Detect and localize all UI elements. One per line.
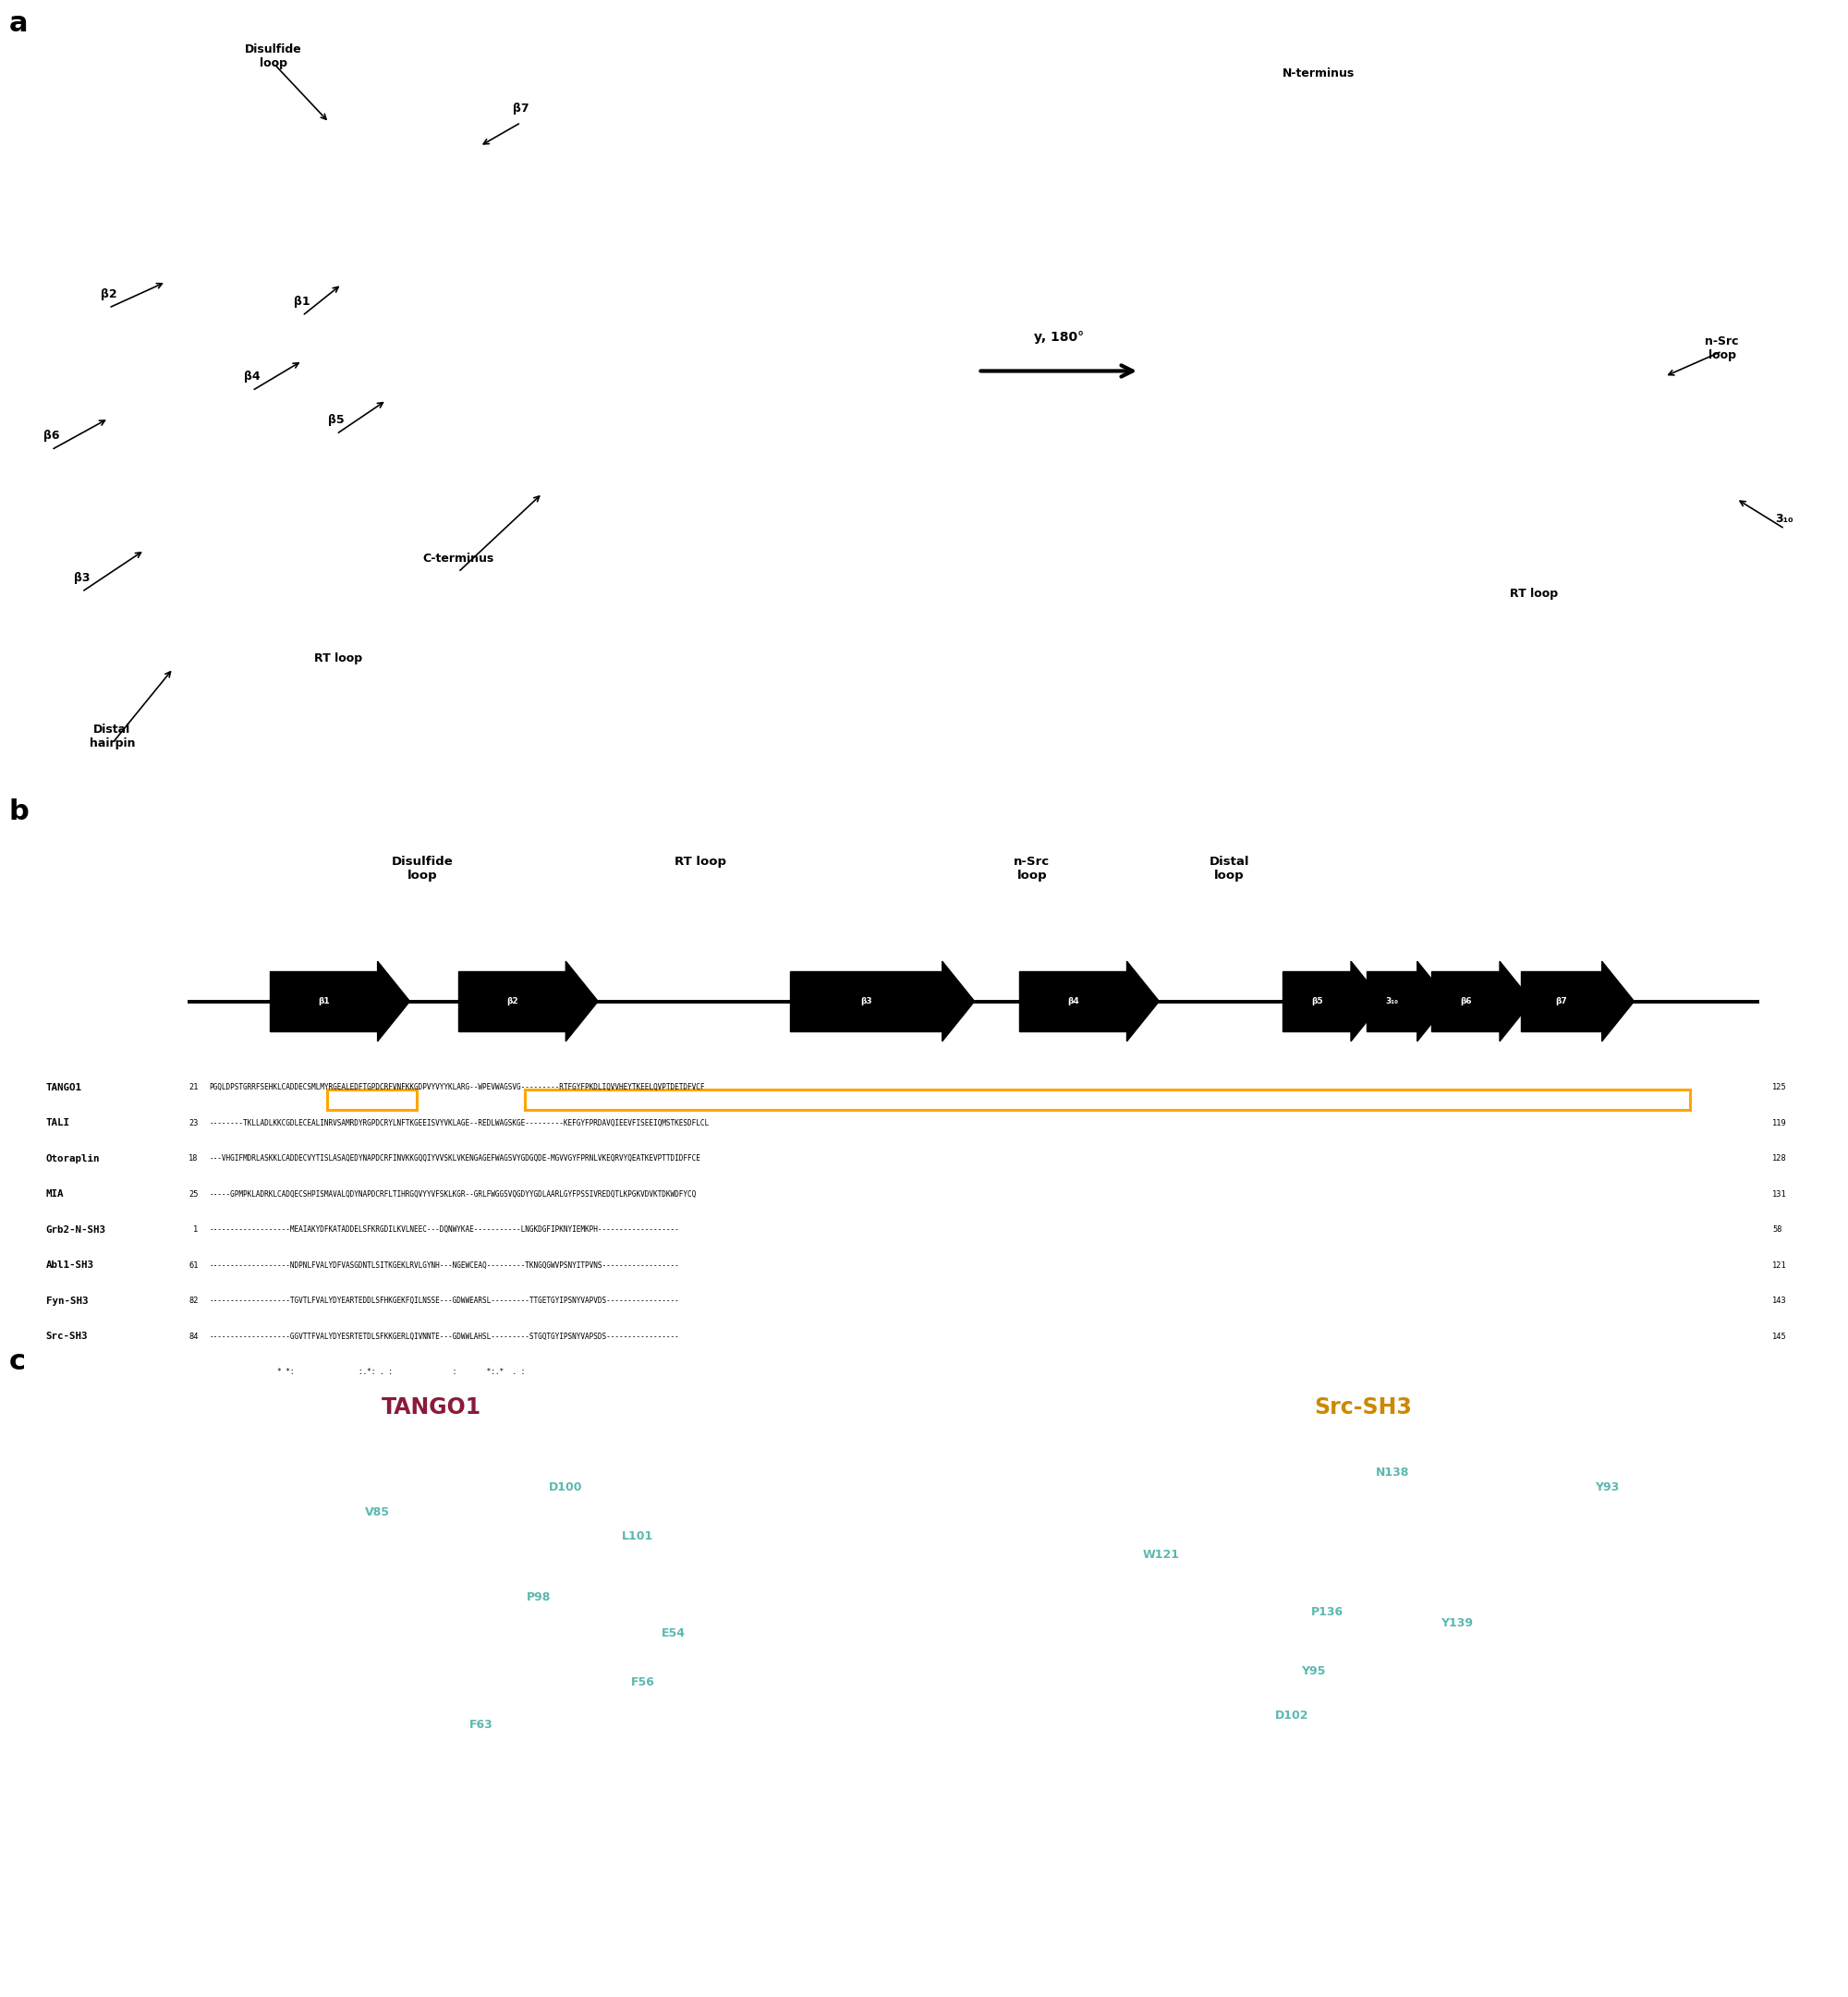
Text: β6: β6: [43, 429, 59, 441]
Text: TALI: TALI: [46, 1118, 70, 1128]
Bar: [1432, 973, 1501, 1030]
Text: 82: 82: [188, 1296, 198, 1306]
Text: β7: β7: [512, 102, 529, 114]
Text: β5: β5: [329, 415, 344, 427]
Text: Distal
hairpin: Distal hairpin: [89, 723, 135, 749]
Text: 3₁₀: 3₁₀: [1776, 513, 1794, 525]
Text: 128: 128: [1772, 1154, 1787, 1162]
Text: 145: 145: [1772, 1332, 1787, 1340]
Text: β7: β7: [1556, 997, 1567, 1004]
Text: Disulfide
loop: Disulfide loop: [246, 44, 301, 70]
Text: * *:               :.*: . :              :       *:.*  . :: * *: :.*: . : : *:.* . :: [209, 1368, 567, 1376]
Bar: [270, 973, 377, 1030]
Text: 121: 121: [1772, 1262, 1787, 1270]
Bar: [1020, 973, 1127, 1030]
Text: Src-SH3: Src-SH3: [1314, 1396, 1412, 1418]
Text: D102: D102: [1275, 1709, 1308, 1721]
Text: c: c: [9, 1348, 26, 1374]
Text: -------------------NDPNLFVALYDFVASGDNTLSITKGEKLRVLGYNH---NGEWCEAQ---------TKNGQG: -------------------NDPNLFVALYDFVASGDNTLS…: [209, 1262, 678, 1270]
Text: --------TKLLADLKKCGDLECEALINRVSAMRDYRGPDCRYLNFTKGEEISVYVKLAGE--REDLWAGSKGE------: --------TKLLADLKKCGDLECEALINRVSAMRDYRGPD…: [209, 1118, 710, 1128]
Text: y, 180°: y, 180°: [1033, 330, 1083, 343]
Text: β6: β6: [1460, 997, 1471, 1004]
Text: 119: 119: [1772, 1118, 1787, 1128]
Polygon shape: [1501, 961, 1532, 1040]
Text: P98: P98: [527, 1592, 551, 1604]
Text: b: b: [9, 799, 30, 825]
Text: C-terminus: C-terminus: [423, 553, 493, 565]
Text: MIA: MIA: [46, 1190, 65, 1198]
Text: V85: V85: [366, 1506, 390, 1518]
Text: a: a: [9, 10, 28, 36]
Text: E54: E54: [662, 1628, 686, 1640]
Polygon shape: [942, 961, 974, 1040]
Text: 131: 131: [1772, 1190, 1787, 1198]
Text: 23: 23: [188, 1118, 198, 1128]
Text: W121: W121: [1142, 1548, 1179, 1560]
Text: -------------------MEAIAKYDFKATADDELSFKRGDILKVLNEEC---DQNWYKAE-----------LNGKDGF: -------------------MEAIAKYDFKATADDELSFKR…: [209, 1226, 678, 1234]
Text: β1: β1: [318, 997, 329, 1004]
Polygon shape: [1602, 961, 1634, 1040]
Text: RT loop: RT loop: [675, 855, 726, 869]
Text: β5: β5: [1310, 997, 1323, 1004]
Text: 3₁₀: 3₁₀: [1386, 997, 1399, 1004]
Text: 18: 18: [188, 1154, 198, 1162]
Bar: [1368, 973, 1417, 1030]
Text: N138: N138: [1375, 1466, 1408, 1478]
Text: RT loop: RT loop: [1510, 587, 1558, 599]
Polygon shape: [377, 961, 410, 1040]
Text: 61: 61: [188, 1262, 198, 1270]
Polygon shape: [1351, 961, 1382, 1040]
Text: Otoraplin: Otoraplin: [46, 1154, 100, 1164]
Text: Abl1-SH3: Abl1-SH3: [46, 1260, 94, 1270]
Text: RT loop: RT loop: [314, 653, 362, 665]
Text: Disulfide
loop: Disulfide loop: [392, 855, 453, 881]
Text: β1: β1: [294, 296, 310, 308]
Text: 84: 84: [188, 1332, 198, 1340]
Text: Src-SH3: Src-SH3: [46, 1332, 89, 1342]
Text: 1: 1: [194, 1226, 198, 1234]
Text: TANGO1: TANGO1: [381, 1396, 480, 1418]
Text: n-Src
loop: n-Src loop: [1015, 855, 1050, 881]
Text: n-Src
loop: n-Src loop: [1706, 335, 1739, 361]
Text: Y93: Y93: [1595, 1482, 1619, 1494]
Text: 25: 25: [188, 1190, 198, 1198]
Text: 143: 143: [1772, 1296, 1787, 1306]
Bar: [458, 973, 565, 1030]
Text: ---VHGIFMDRLASKKLCADDECVYTISLASAQEDYNAPDCRFINVKKGQQIYVVSKLVKENGAGEFWAGSVYGDGQDE-: ---VHGIFMDRLASKKLCADDECVYTISLASAQEDYNAPD…: [209, 1154, 700, 1162]
Bar: [789, 973, 942, 1030]
Polygon shape: [1417, 961, 1449, 1040]
Text: -------------------GGVTTFVALYDYESRTETDLSFKKGERLQIVNNTE---GDWWLAHSL---------STGQT: -------------------GGVTTFVALYDYESRTETDLS…: [209, 1332, 678, 1340]
Text: 21: 21: [188, 1084, 198, 1092]
Text: β3: β3: [74, 571, 91, 585]
Text: β2: β2: [100, 288, 116, 300]
Text: TANGO1: TANGO1: [46, 1082, 81, 1092]
Text: β3: β3: [859, 997, 872, 1004]
Text: Fyn-SH3: Fyn-SH3: [46, 1296, 89, 1306]
Text: β4: β4: [1066, 997, 1079, 1004]
Text: P136: P136: [1312, 1606, 1343, 1618]
Text: Distal
loop: Distal loop: [1209, 855, 1249, 881]
Text: β4: β4: [244, 371, 261, 383]
Text: 58: 58: [1772, 1226, 1781, 1234]
Text: -------------------TGVTLFVALYDYEARTEDDLSFHKGEKFQILNSSE---GDWWEARSL---------TTGET: -------------------TGVTLFVALYDYEARTEDDLS…: [209, 1296, 678, 1306]
Text: L101: L101: [621, 1530, 654, 1542]
Text: -----GPMPKLADRKLCADQECSHPISMAVALQDYNAPDCRFLTIHRGQVYYVFSKLKGR--GRLFWGGSVQGDYYGDLA: -----GPMPKLADRKLCADQECSHPISMAVALQDYNAPDC…: [209, 1190, 697, 1198]
Text: F63: F63: [469, 1719, 493, 1731]
Text: PGQLDPSTGRRFSEHKLCADDECSMLMYRGEALEDFTGPDCRFVNFKKGDPVYVYYKLARG--WPEVWAGSVG-------: PGQLDPSTGRRFSEHKLCADDECSMLMYRGEALEDFTGPD…: [209, 1084, 704, 1092]
Text: β2: β2: [506, 997, 517, 1004]
Text: F56: F56: [630, 1675, 654, 1689]
Text: Y95: Y95: [1301, 1665, 1325, 1677]
Text: 125: 125: [1772, 1084, 1787, 1092]
Bar: [1521, 973, 1602, 1030]
Polygon shape: [1127, 961, 1159, 1040]
Text: Y139: Y139: [1440, 1618, 1473, 1630]
Bar: [1283, 973, 1351, 1030]
Text: Grb2-N-SH3: Grb2-N-SH3: [46, 1226, 105, 1234]
Text: D100: D100: [549, 1482, 582, 1494]
Text: N-terminus: N-terminus: [1283, 68, 1355, 80]
Polygon shape: [565, 961, 599, 1040]
